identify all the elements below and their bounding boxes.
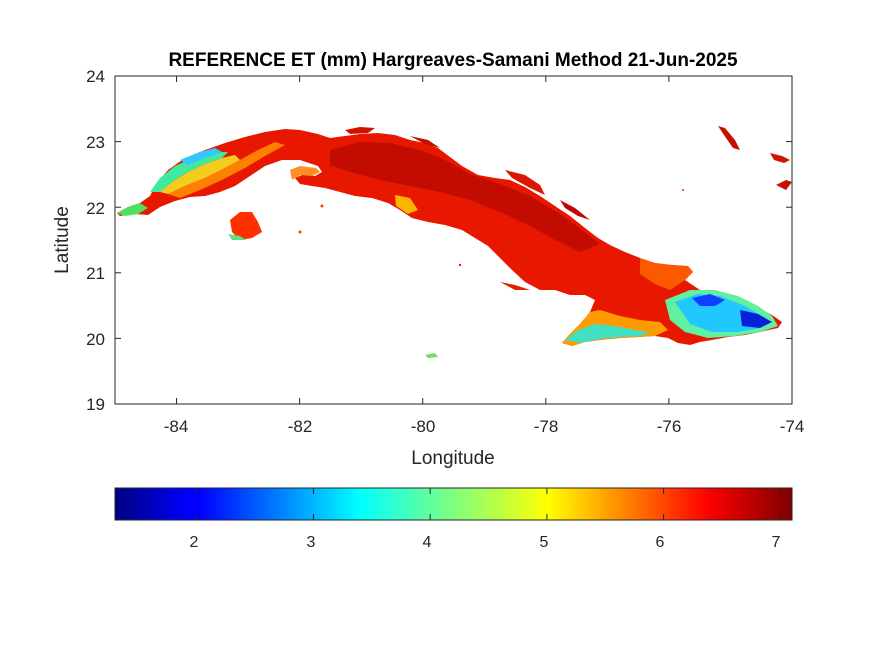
y-tick-label: 24 bbox=[86, 67, 105, 86]
west-orange-zone bbox=[168, 142, 285, 198]
x-tick-marks bbox=[176, 76, 793, 404]
axes-box bbox=[114, 75, 793, 405]
northern-cays-4 bbox=[560, 200, 590, 220]
x-tick-label: -82 bbox=[288, 417, 313, 436]
isla-green-edge bbox=[228, 234, 246, 240]
speck bbox=[682, 189, 684, 191]
west-coast-strip bbox=[180, 148, 222, 165]
west-yellow-zone bbox=[160, 155, 240, 194]
x-tick-label: -78 bbox=[534, 417, 559, 436]
colorbar-tick-label: 7 bbox=[772, 534, 781, 551]
colorbar-tick-label: 2 bbox=[190, 534, 199, 551]
x-tick-label: -76 bbox=[657, 417, 682, 436]
colorbar: 2 3 4 5 6 7 bbox=[114, 487, 793, 551]
isla-de-la-juventud bbox=[230, 212, 262, 240]
y-tick-label: 20 bbox=[86, 330, 105, 349]
x-tick-label: -84 bbox=[164, 417, 189, 436]
y-tick-label: 21 bbox=[86, 264, 105, 283]
y-tick-labels: 24 23 22 21 20 19 bbox=[86, 67, 105, 414]
interior-dark bbox=[330, 142, 600, 252]
sierra-maestra-cool bbox=[565, 324, 650, 343]
chart-title: REFERENCE ET (mm) Hargreaves-Samani Meth… bbox=[168, 50, 738, 71]
y-tick-label: 22 bbox=[86, 199, 105, 218]
colorbar-tick-label: 6 bbox=[656, 534, 665, 551]
colorbar-tick-label: 4 bbox=[423, 534, 432, 551]
y-tick-label: 23 bbox=[86, 133, 105, 152]
colorbar-tick-marks bbox=[196, 488, 781, 520]
east-highlands-blue-2 bbox=[740, 310, 772, 328]
x-tick-labels: -84 -82 -80 -78 -76 -74 bbox=[164, 417, 805, 436]
southern-cays bbox=[500, 282, 530, 290]
bahamas-fragment-2 bbox=[770, 153, 790, 163]
south-cay-green bbox=[425, 353, 438, 358]
west-tip-green bbox=[117, 203, 148, 216]
y-tick-label: 19 bbox=[86, 395, 105, 414]
colorbar-tick-label: 5 bbox=[540, 534, 549, 551]
bahamas-fragment-1 bbox=[718, 126, 740, 150]
speck bbox=[298, 230, 302, 234]
plot-area bbox=[114, 75, 793, 405]
west-cool-zone bbox=[150, 152, 228, 192]
cuba-west bbox=[117, 129, 782, 346]
colorbar-gradient bbox=[114, 487, 793, 521]
y-tick-marks bbox=[115, 75, 792, 405]
north-coast-orange bbox=[290, 166, 320, 180]
northern-cays-3 bbox=[505, 170, 545, 195]
east-orange-band bbox=[640, 258, 693, 290]
speck bbox=[320, 204, 324, 208]
x-tick-label: -80 bbox=[411, 417, 436, 436]
colorbar-tick-label: 3 bbox=[307, 534, 316, 551]
x-axis-label: Longitude bbox=[411, 448, 494, 469]
northern-cays-2 bbox=[410, 136, 440, 148]
northern-cays-1 bbox=[345, 127, 375, 134]
y-axis-label: Latitude bbox=[52, 206, 73, 274]
speck bbox=[458, 263, 462, 267]
east-highlands-blue bbox=[692, 294, 725, 306]
bahamas-fragment-3 bbox=[776, 180, 792, 190]
central-yellow-patch bbox=[395, 195, 418, 214]
x-tick-label: -74 bbox=[780, 417, 805, 436]
